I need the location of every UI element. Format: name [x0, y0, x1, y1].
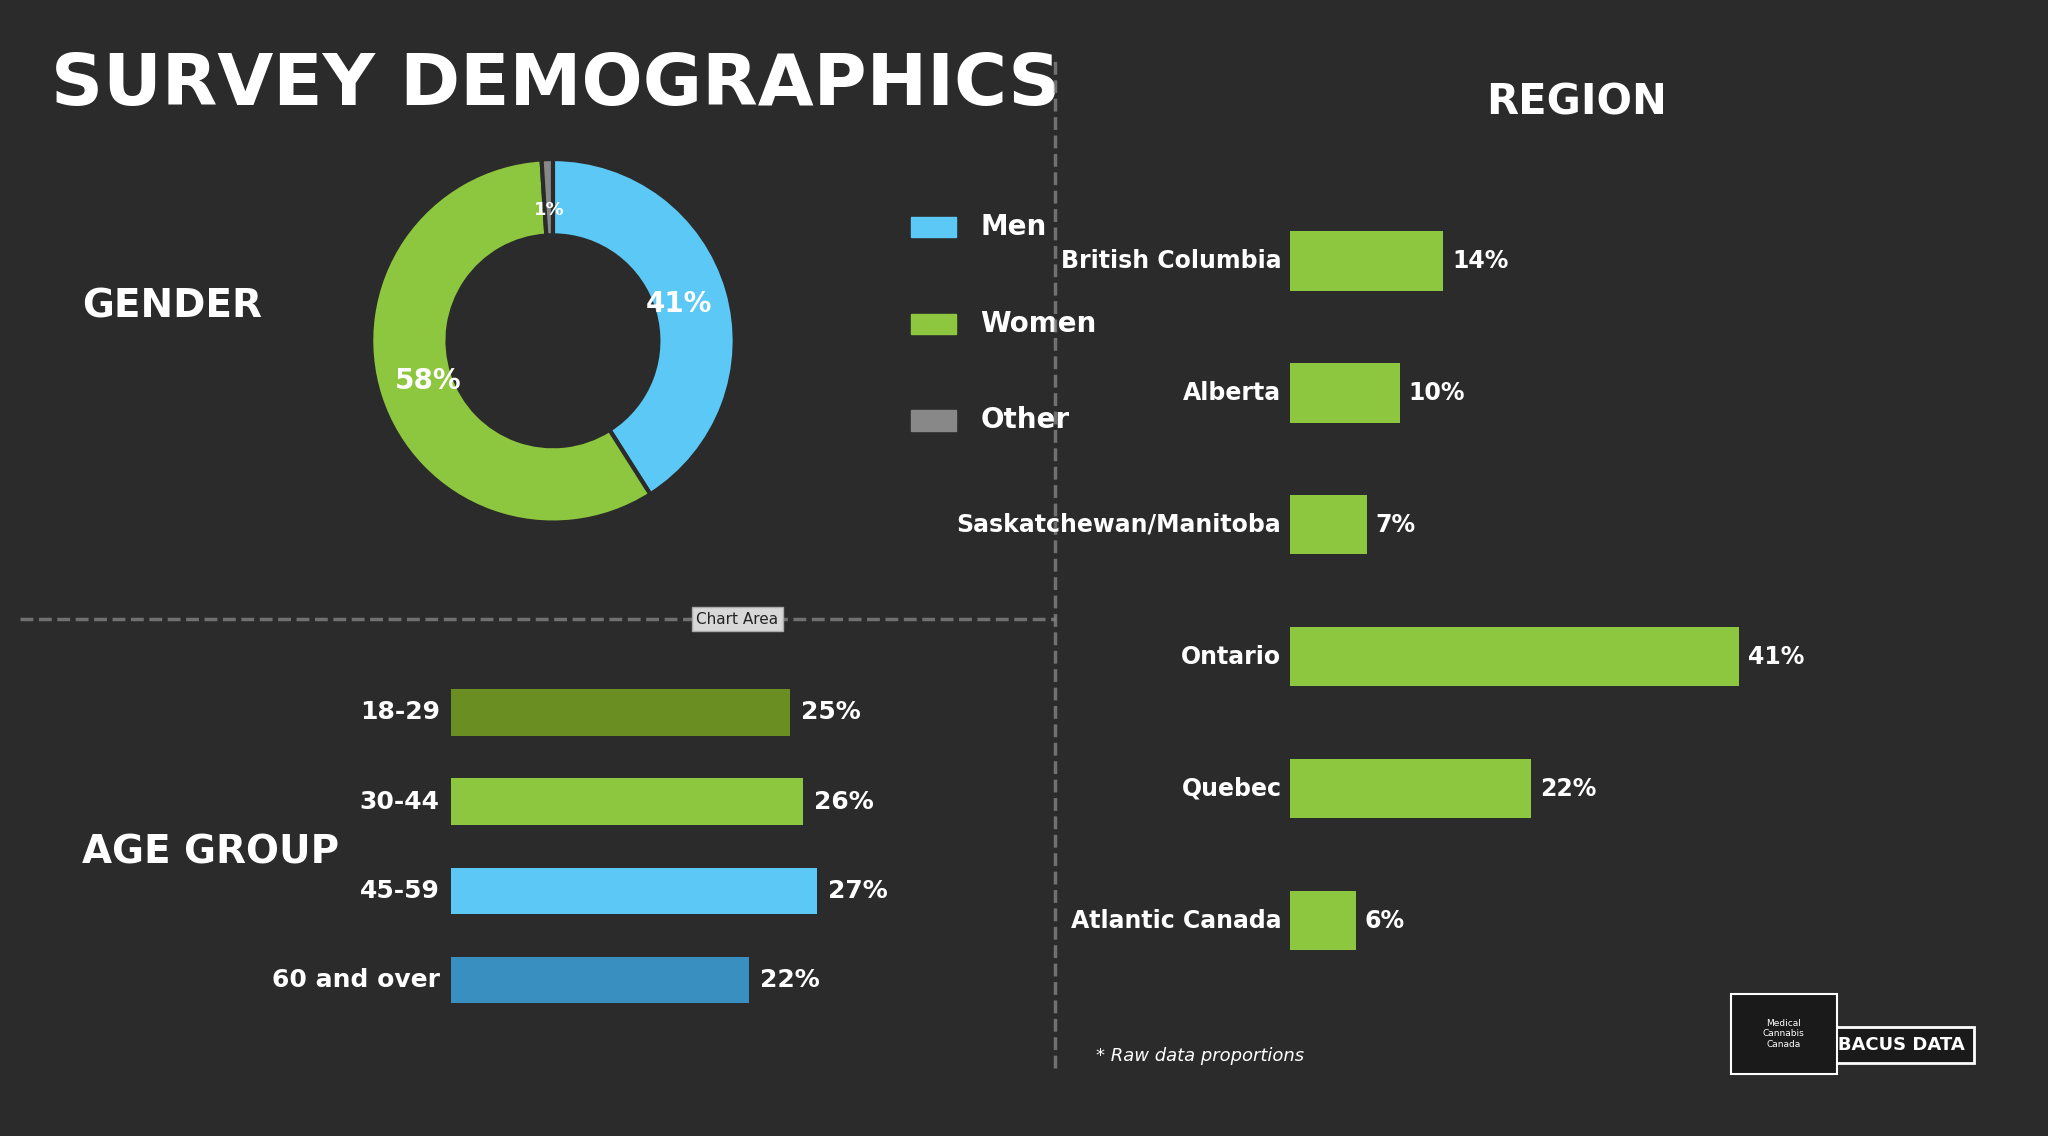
Text: Ontario: Ontario [1182, 645, 1282, 669]
Text: AGE GROUP: AGE GROUP [82, 833, 340, 871]
Bar [451, 957, 750, 1003]
Text: 18-29: 18-29 [360, 701, 440, 725]
Text: 41%: 41% [1747, 645, 1804, 669]
Bar [1731, 994, 1837, 1074]
Text: 25%: 25% [801, 701, 860, 725]
Text: Other: Other [981, 407, 1069, 434]
Text: British Columbia: British Columbia [1061, 249, 1282, 273]
Text: Women: Women [981, 310, 1096, 337]
Bar [1290, 759, 1532, 818]
Text: Atlantic Canada: Atlantic Canada [1071, 909, 1282, 933]
Text: 41%: 41% [645, 291, 713, 318]
Text: 7%: 7% [1376, 512, 1415, 536]
Bar [451, 868, 817, 914]
Text: Quebec: Quebec [1182, 777, 1282, 801]
Text: 10%: 10% [1409, 381, 1464, 404]
Text: 22%: 22% [760, 968, 819, 992]
Text: Alberta: Alberta [1184, 381, 1282, 404]
Bar [911, 410, 956, 431]
Bar [451, 778, 803, 825]
Text: ABACUS DATA: ABACUS DATA [1825, 1036, 1964, 1054]
Text: 45-59: 45-59 [360, 879, 440, 903]
Text: 6%: 6% [1364, 909, 1405, 933]
Text: Saskatchewan/Manitoba: Saskatchewan/Manitoba [956, 512, 1282, 536]
Text: Medical
Cannabis
Canada: Medical Cannabis Canada [1763, 1019, 1804, 1049]
Bar [1290, 627, 1739, 686]
Bar [1290, 891, 1356, 950]
Text: 58%: 58% [395, 367, 461, 395]
Bar [911, 314, 956, 334]
Text: 30-44: 30-44 [360, 790, 440, 813]
Text: 27%: 27% [827, 879, 887, 903]
Text: 26%: 26% [815, 790, 874, 813]
Text: Chart Area: Chart Area [696, 611, 778, 627]
Wedge shape [541, 159, 553, 235]
Text: 60 and over: 60 and over [272, 968, 440, 992]
Text: 22%: 22% [1540, 777, 1595, 801]
Bar [911, 217, 956, 237]
Text: * Raw data proportions: * Raw data proportions [1096, 1047, 1305, 1066]
Text: GENDER: GENDER [82, 287, 262, 326]
Bar [1290, 495, 1366, 554]
Wedge shape [553, 159, 735, 494]
Wedge shape [371, 159, 651, 523]
Text: 14%: 14% [1452, 249, 1509, 273]
Bar [1290, 232, 1444, 291]
Bar [1290, 364, 1399, 423]
Text: REGION: REGION [1487, 82, 1667, 123]
Text: 1%: 1% [535, 201, 563, 219]
Text: Men: Men [981, 214, 1047, 241]
Bar [451, 690, 791, 736]
Text: SURVEY DEMOGRAPHICS: SURVEY DEMOGRAPHICS [51, 51, 1061, 120]
